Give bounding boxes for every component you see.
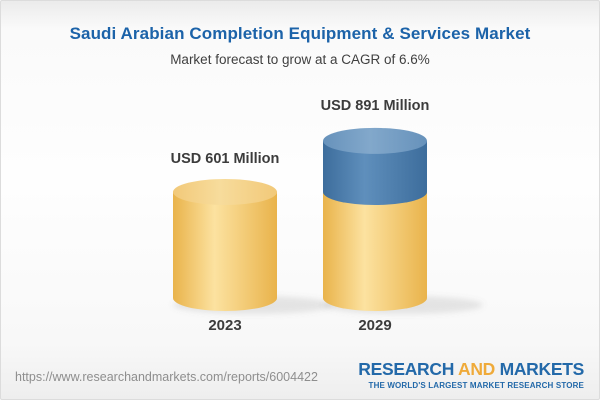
value-label-2023: USD 601 Million xyxy=(170,151,280,167)
cylinder-segment-2029-growth xyxy=(323,140,427,205)
chart-title: Saudi Arabian Completion Equipment & Ser… xyxy=(69,24,531,43)
cylinder-top-2029 xyxy=(323,127,427,154)
cylinder-top-2023 xyxy=(173,179,277,205)
cylinder-segment-2023-base xyxy=(173,192,277,311)
logo-word-and: AND xyxy=(457,359,495,379)
axis-label-2023: 2023 xyxy=(208,317,242,334)
logo-word-research: RESEARCH xyxy=(358,359,455,379)
logo-tagline: THE WORLD'S LARGEST MARKET RESEARCH STOR… xyxy=(368,381,584,390)
logo-word-markets: MARKETS xyxy=(499,359,585,379)
axis-label-2029: 2029 xyxy=(358,317,392,334)
value-label-2029: USD 891 Million xyxy=(320,98,430,114)
cylinder-segment-2029-base xyxy=(323,192,427,311)
report-url: https://www.researchandmarkets.com/repor… xyxy=(15,370,318,384)
research-and-markets-logo: RESEARCH AND MARKETS THE WORLD'S LARGEST… xyxy=(358,359,584,390)
chart-subtitle: Market forecast to grow at a CAGR of 6.6… xyxy=(170,52,430,67)
logo-wordmark: RESEARCH AND MARKETS xyxy=(358,359,584,380)
